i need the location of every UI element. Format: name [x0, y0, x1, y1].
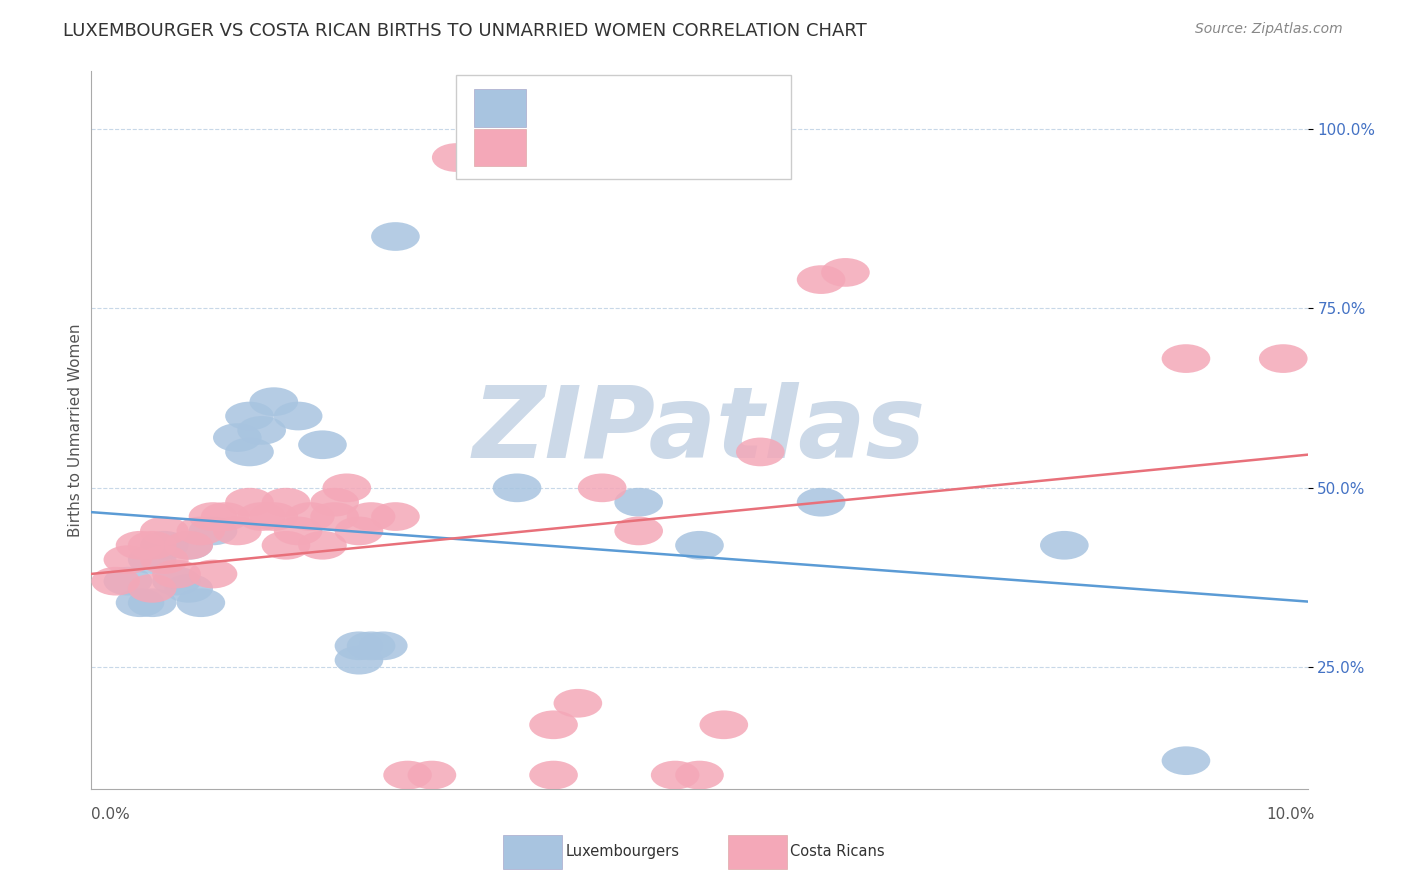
Ellipse shape	[335, 632, 384, 660]
Ellipse shape	[141, 531, 188, 559]
Ellipse shape	[128, 545, 177, 574]
Ellipse shape	[735, 438, 785, 467]
Ellipse shape	[188, 516, 238, 545]
Ellipse shape	[188, 502, 238, 531]
Ellipse shape	[359, 632, 408, 660]
Ellipse shape	[335, 516, 384, 545]
Ellipse shape	[249, 502, 298, 531]
Ellipse shape	[177, 589, 225, 617]
Ellipse shape	[225, 488, 274, 516]
Text: 43: 43	[720, 138, 745, 156]
Ellipse shape	[298, 431, 347, 459]
Ellipse shape	[238, 502, 285, 531]
Ellipse shape	[675, 761, 724, 789]
Ellipse shape	[1258, 344, 1308, 373]
Text: R =: R =	[540, 99, 579, 117]
Ellipse shape	[311, 502, 359, 531]
Ellipse shape	[298, 531, 347, 559]
Ellipse shape	[104, 545, 152, 574]
Ellipse shape	[529, 761, 578, 789]
Ellipse shape	[432, 143, 481, 172]
Ellipse shape	[152, 559, 201, 589]
Text: R =: R =	[540, 138, 579, 156]
Ellipse shape	[128, 531, 177, 559]
Ellipse shape	[141, 545, 188, 574]
Ellipse shape	[188, 559, 238, 589]
Ellipse shape	[492, 474, 541, 502]
Ellipse shape	[408, 761, 456, 789]
Ellipse shape	[128, 574, 177, 603]
Ellipse shape	[165, 531, 214, 559]
Text: -0.104: -0.104	[589, 99, 654, 117]
Ellipse shape	[165, 574, 214, 603]
Ellipse shape	[1040, 531, 1088, 559]
Ellipse shape	[91, 566, 141, 596]
Ellipse shape	[274, 516, 322, 545]
Ellipse shape	[1161, 344, 1211, 373]
Ellipse shape	[322, 474, 371, 502]
Ellipse shape	[177, 516, 225, 545]
Ellipse shape	[152, 566, 201, 596]
Ellipse shape	[699, 710, 748, 739]
Ellipse shape	[212, 516, 262, 545]
Ellipse shape	[614, 488, 664, 516]
Y-axis label: Births to Unmarried Women: Births to Unmarried Women	[67, 324, 83, 537]
Ellipse shape	[371, 502, 420, 531]
Ellipse shape	[285, 502, 335, 531]
Ellipse shape	[1161, 747, 1211, 775]
Ellipse shape	[274, 401, 322, 431]
Text: Costa Ricans: Costa Ricans	[790, 845, 884, 859]
Text: 0.314: 0.314	[589, 138, 652, 156]
Ellipse shape	[104, 566, 152, 596]
Ellipse shape	[675, 531, 724, 559]
Ellipse shape	[128, 589, 177, 617]
FancyBboxPatch shape	[474, 89, 526, 127]
Text: LUXEMBOURGER VS COSTA RICAN BIRTHS TO UNMARRIED WOMEN CORRELATION CHART: LUXEMBOURGER VS COSTA RICAN BIRTHS TO UN…	[63, 22, 868, 40]
Text: Source: ZipAtlas.com: Source: ZipAtlas.com	[1195, 22, 1343, 37]
Ellipse shape	[651, 761, 699, 789]
Ellipse shape	[249, 387, 298, 416]
Text: Luxembourgers: Luxembourgers	[565, 845, 679, 859]
Ellipse shape	[821, 258, 870, 287]
FancyBboxPatch shape	[456, 75, 790, 179]
Ellipse shape	[311, 488, 359, 516]
Ellipse shape	[797, 488, 845, 516]
Text: N =: N =	[672, 138, 711, 156]
Ellipse shape	[347, 502, 395, 531]
Ellipse shape	[262, 488, 311, 516]
Ellipse shape	[529, 710, 578, 739]
Text: 28: 28	[720, 99, 745, 117]
Ellipse shape	[141, 516, 188, 545]
FancyBboxPatch shape	[474, 128, 526, 166]
Ellipse shape	[384, 761, 432, 789]
Ellipse shape	[238, 416, 285, 445]
Ellipse shape	[554, 689, 602, 717]
Text: N =: N =	[672, 99, 711, 117]
Ellipse shape	[797, 265, 845, 294]
Ellipse shape	[225, 401, 274, 431]
Ellipse shape	[201, 502, 249, 531]
Ellipse shape	[335, 646, 384, 674]
Ellipse shape	[165, 531, 214, 559]
Text: ZIPatlas: ZIPatlas	[472, 382, 927, 479]
Ellipse shape	[614, 516, 664, 545]
Ellipse shape	[578, 474, 627, 502]
Ellipse shape	[371, 222, 420, 251]
Ellipse shape	[225, 438, 274, 467]
Ellipse shape	[212, 423, 262, 452]
Text: 0.0%: 0.0%	[91, 807, 131, 822]
Ellipse shape	[347, 632, 395, 660]
Ellipse shape	[262, 531, 311, 559]
Text: 10.0%: 10.0%	[1267, 807, 1315, 822]
Ellipse shape	[115, 531, 165, 559]
Ellipse shape	[115, 589, 165, 617]
